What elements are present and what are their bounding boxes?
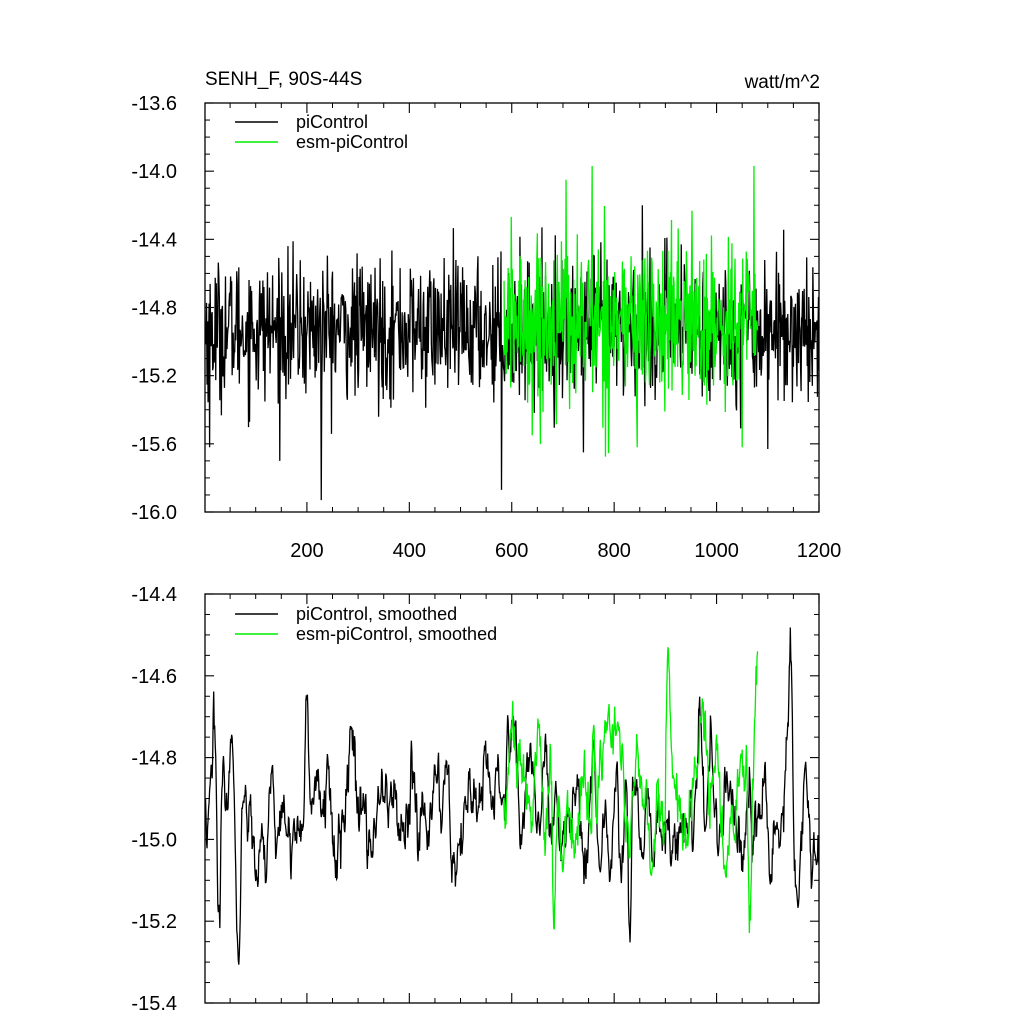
x-tick-label: 800 — [597, 540, 630, 562]
x-tick-label: 400 — [393, 540, 426, 562]
x-tick-label: 600 — [495, 540, 528, 562]
y-tick-label: -13.6 — [131, 93, 177, 115]
legend-label-esm-picontrol-smoothed: esm-piControl, smoothed — [296, 624, 497, 644]
bottom-legend: piControl, smoothed esm-piControl, smoot… — [235, 604, 497, 644]
top-panel: SENH_F, 90S-44S watt/m^2 -13.6 -14.0 -14.4… — [131, 69, 841, 562]
x-tick-label: 200 — [290, 540, 323, 562]
y-tick-label: -14.4 — [131, 584, 177, 606]
panel-title: SENH_F, 90S-44S — [205, 69, 362, 90]
x-tick-label: 1000 — [694, 540, 739, 562]
y-tick-label: -14.4 — [131, 229, 177, 251]
top-legend: piControl esm-piControl — [235, 112, 408, 152]
y-tick-label: -15.0 — [131, 829, 177, 851]
y-tick-label: -15.2 — [131, 911, 177, 933]
bottom-axis-ticks: -14.4 -14.6 -14.8 -15.0 -15.2 -15.4 — [131, 584, 820, 1015]
legend-label-picontrol-smoothed: piControl, smoothed — [296, 604, 457, 624]
y-tick-label: -15.2 — [131, 366, 177, 388]
y-tick-label: -15.6 — [131, 434, 177, 456]
y-tick-label: -14.8 — [131, 298, 177, 320]
series-line-esm-picontrol-smoothed — [503, 647, 759, 934]
units-label: watt/m^2 — [744, 72, 820, 93]
series-line-esm-picontrol — [503, 166, 759, 457]
top-axis-ticks: -13.6 -14.0 -14.4 -14.8 -15.2 -15.6 -16.0 200 40… — [131, 93, 841, 562]
legend-label-esm-picontrol: esm-piControl — [296, 132, 408, 152]
x-tick-label: 1200 — [797, 540, 842, 562]
y-tick-label: -14.6 — [131, 666, 177, 688]
top-plot-area — [205, 166, 819, 501]
y-tick-label: -14.8 — [131, 748, 177, 770]
top-plot-frame — [204, 102, 820, 513]
legend-label-picontrol: piControl — [296, 112, 368, 132]
series-line-picontrol-smoothed — [205, 627, 819, 965]
bottom-panel: -14.4 -14.6 -14.8 -15.0 -15.2 -15.4 piControl… — [131, 584, 820, 1015]
y-tick-label: -14.0 — [131, 161, 177, 183]
y-tick-label: -15.4 — [131, 993, 177, 1015]
bottom-plot-area — [205, 627, 819, 965]
y-tick-label: -16.0 — [131, 502, 177, 524]
bottom-plot-frame — [204, 593, 820, 1004]
